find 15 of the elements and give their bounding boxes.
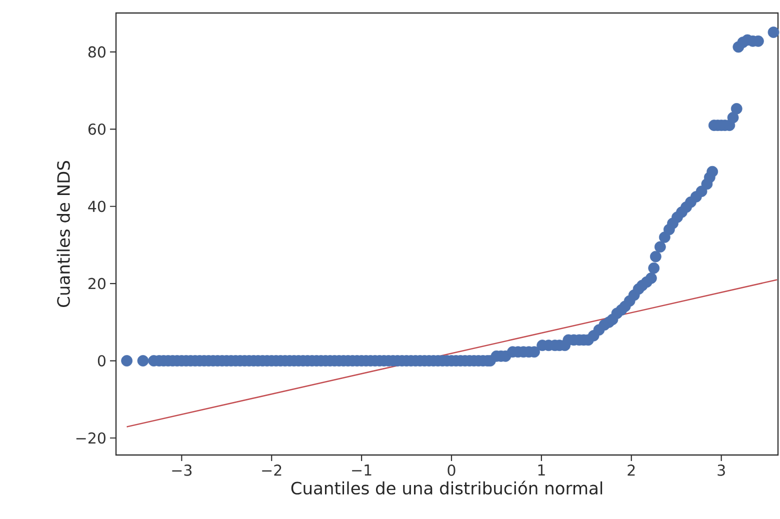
y-tick-label: 80 — [88, 46, 106, 58]
x-tick-label: 0 — [448, 464, 456, 476]
y-tick-label: 60 — [88, 124, 106, 135]
x-axis-title: Cuantiles de una distribución normal — [291, 480, 602, 495]
x-tick-label: 1 — [538, 464, 545, 476]
y-tick-label: −20 — [76, 432, 106, 444]
y-axis-title: Cuantiles de NDS — [56, 160, 70, 307]
x-tick-label: 3 — [718, 464, 725, 476]
y-tick-label: 20 — [88, 278, 106, 290]
y-tick-label: 40 — [88, 200, 106, 212]
y-tick-label: 0 — [98, 355, 106, 366]
x-tick-label: −2 — [262, 464, 282, 476]
x-tick-label: −1 — [352, 464, 372, 476]
x-tick-label: 2 — [628, 464, 635, 476]
x-tick-label: −3 — [172, 464, 192, 476]
